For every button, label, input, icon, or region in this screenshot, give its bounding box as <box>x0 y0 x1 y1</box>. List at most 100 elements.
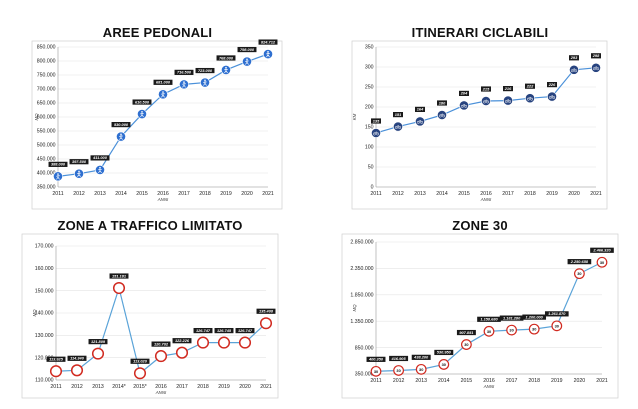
data-label: 215 <box>482 86 490 91</box>
y-tick-label: 400.000 <box>37 171 56 177</box>
x-axis-label: ANNI <box>480 197 492 202</box>
data-label: 416.905 <box>391 356 407 361</box>
x-tick-label: 2018 <box>524 191 536 197</box>
data-point speed-limit-30-sign-icon: 30 <box>528 323 540 335</box>
x-tick-label: 2016 <box>157 191 169 197</box>
data-label: 2.250.658 <box>570 259 589 264</box>
chart-frame <box>341 233 619 399</box>
data-label-box <box>591 53 601 59</box>
data-label-box <box>151 341 171 347</box>
x-tick-label: 2020 <box>241 191 253 197</box>
svg-text:30: 30 <box>600 260 604 265</box>
x-axis-label: ANNI <box>483 384 495 389</box>
data-label-box <box>153 79 173 85</box>
data-label-box <box>172 338 192 344</box>
data-label: 907.851 <box>459 330 473 335</box>
data-point speed-limit-30-sign-icon: 30 <box>573 268 585 280</box>
data-label: 768.000 <box>219 55 234 60</box>
data-point bicycle-icon <box>415 116 425 127</box>
data-label-box <box>366 356 386 362</box>
chart-svg: 0 50 100 150 200 250 300 350 2011 2012 2013 2014 201… <box>351 40 608 210</box>
y-tick-label: 0 <box>371 185 374 191</box>
data-point pedestrian-icon <box>221 65 231 75</box>
data-point pedestrian-icon <box>53 171 63 182</box>
y-tick-label: 350.000 <box>37 185 56 191</box>
chart-title: ITINERARI CICLABILI <box>411 25 549 40</box>
x-tick-label: 2015 <box>458 191 470 197</box>
data-label: 222 <box>526 84 534 89</box>
x-tick-label: 2018 <box>197 384 209 390</box>
x-tick-label: 2016 <box>483 378 495 384</box>
y-tick-label: 500.000 <box>37 143 56 149</box>
y-tick-label: 120.000 <box>35 355 54 361</box>
y-axis-label: MQ <box>32 309 37 317</box>
data-label-box <box>111 122 131 128</box>
data-label-box <box>499 315 524 321</box>
x-tick-label: 2014* <box>112 384 126 390</box>
data-label-box <box>544 311 569 317</box>
data-label-box <box>567 259 592 265</box>
data-label: 120.702 <box>154 341 169 346</box>
x-tick-label: 2019 <box>220 191 232 197</box>
data-label-box <box>569 55 579 61</box>
x-tick-label: 2021 <box>596 378 608 384</box>
x-tick-label: 2021 <box>260 384 272 390</box>
data-label: 151 <box>395 112 402 117</box>
series-line <box>57 53 269 177</box>
data-label-box <box>214 328 234 334</box>
data-label-box <box>109 273 129 279</box>
data-point no-entry-sign-icon <box>259 317 273 330</box>
x-tick-label: 2020 <box>568 191 580 197</box>
y-tick-label: 350 <box>365 45 374 51</box>
x-tick-label: 2017 <box>176 384 188 390</box>
data-label-box <box>237 46 257 53</box>
chart-svg: 350.000 850.000 1.350.000 1.850.000 2.350.00… <box>341 233 619 399</box>
y-tick-label: 1.850.000 <box>350 293 373 299</box>
data-label: 723.000 <box>198 68 213 73</box>
svg-text:30: 30 <box>419 367 423 372</box>
data-point pedestrian-icon <box>158 89 168 100</box>
x-tick-label: 2019 <box>218 384 230 390</box>
data-label: 1.200.000 <box>526 314 544 319</box>
data-point speed-limit-30-sign-icon: 30 <box>393 365 404 376</box>
data-point bicycle-icon <box>393 121 403 132</box>
x-axis-label: ANNI <box>157 197 169 202</box>
y-tick-label: 110.000 <box>35 378 53 384</box>
data-label-box <box>547 82 557 88</box>
data-point bicycle-icon <box>437 110 447 120</box>
data-label: 180 <box>439 100 446 105</box>
data-point pedestrian-icon <box>137 109 147 119</box>
data-label: 397.500 <box>72 159 87 164</box>
data-label: 135 <box>373 118 380 123</box>
y-tick-label: 140.000 <box>35 311 54 317</box>
data-point speed-limit-30-sign-icon: 30 <box>460 339 472 350</box>
data-label-box <box>393 112 403 118</box>
y-tick-label: 650.000 <box>37 101 56 107</box>
data-point no-entry-sign-icon <box>112 281 126 295</box>
data-label-box <box>477 316 501 322</box>
data-label: 610.500 <box>135 99 150 104</box>
data-label: 411.000 <box>92 155 108 160</box>
x-tick-label: 2012 <box>392 191 404 197</box>
data-point speed-limit-30-sign-icon: 30 <box>370 365 382 377</box>
data-label: 716.500 <box>177 70 192 75</box>
data-label-box <box>371 118 381 124</box>
data-label-box <box>130 358 150 364</box>
y-tick-label: 170.000 <box>35 244 54 250</box>
data-label: 530.950 <box>437 350 452 355</box>
data-label: 798.000 <box>240 47 255 52</box>
data-label-box <box>522 314 547 320</box>
data-label: 113.925 <box>49 357 64 362</box>
x-tick-label: 2020 <box>574 378 586 384</box>
data-label-box <box>503 86 513 92</box>
data-label-box <box>216 55 236 61</box>
data-label: 2.466.320 <box>592 248 611 253</box>
x-tick-label: 2016 <box>155 384 167 390</box>
data-point bicycle-icon <box>459 100 469 111</box>
y-tick-label: 2.850.000 <box>350 240 373 246</box>
data-point no-entry-sign-icon <box>70 364 84 377</box>
data-label: 114.340 <box>70 356 85 361</box>
data-point bicycle-icon <box>591 62 601 73</box>
data-point speed-limit-30-sign-icon: 30 <box>596 256 608 268</box>
y-tick-label: 200 <box>365 105 374 111</box>
